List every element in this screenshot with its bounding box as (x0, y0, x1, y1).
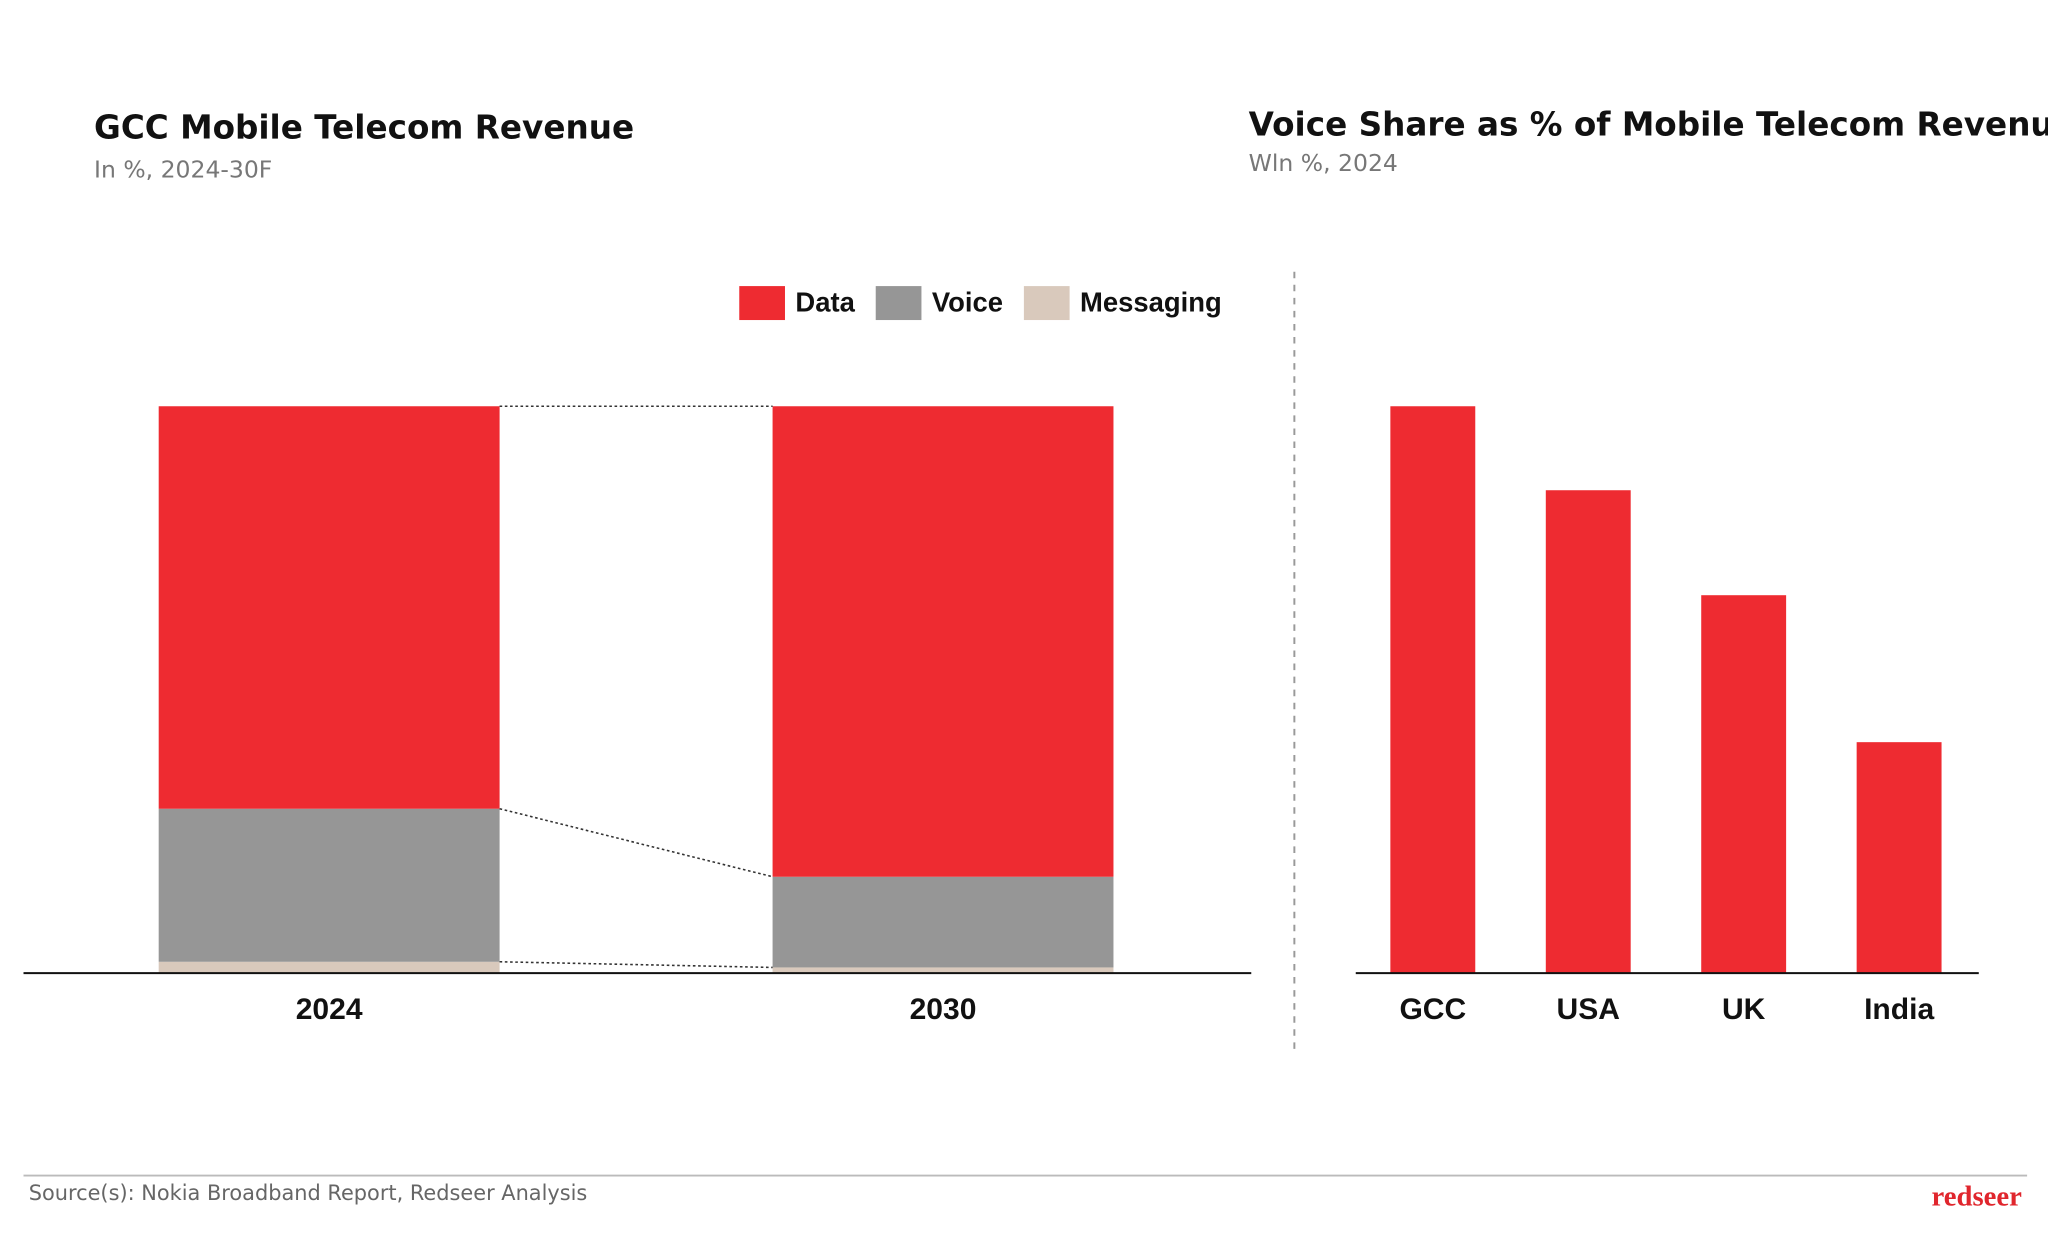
legend-swatch (875, 286, 922, 321)
bar (1856, 742, 1942, 974)
legend-label: Data (795, 287, 855, 318)
bar-segment (772, 876, 1114, 968)
bar-segment (772, 406, 1114, 877)
x-tick-label: GCC (1399, 993, 1466, 1026)
logo: redseer (1932, 1181, 2023, 1213)
connector (499, 960, 773, 969)
chart-title: GCC Mobile Telecom Revenue (94, 108, 634, 146)
bar-segment (158, 961, 500, 974)
bar-segment (158, 808, 500, 962)
legend-swatch (1023, 286, 1070, 321)
chart-subtitle: Wln %, 2024 (1249, 149, 1398, 177)
bar (1390, 406, 1476, 974)
bar-segment (772, 967, 1114, 974)
chart-title: Voice Share as % of Mobile Telecom Reven… (1249, 106, 2048, 144)
bar (1545, 490, 1631, 974)
x-tick-label: 2030 (910, 993, 977, 1026)
legend-swatch (739, 286, 785, 321)
source-note: Source(s): Nokia Broadband Report, Redse… (29, 1181, 588, 1205)
legend-label: Messaging (1080, 287, 1222, 318)
x-tick-label: UK (1722, 993, 1766, 1026)
x-tick-label: USA (1557, 993, 1620, 1026)
legend-label: Voice (932, 287, 1003, 318)
x-tick-label: India (1864, 993, 1934, 1026)
x-tick-label: 2024 (296, 993, 363, 1026)
bar (1701, 595, 1787, 974)
bar-segment (158, 406, 500, 809)
chart-subtitle: In %, 2024-30F (94, 156, 272, 184)
